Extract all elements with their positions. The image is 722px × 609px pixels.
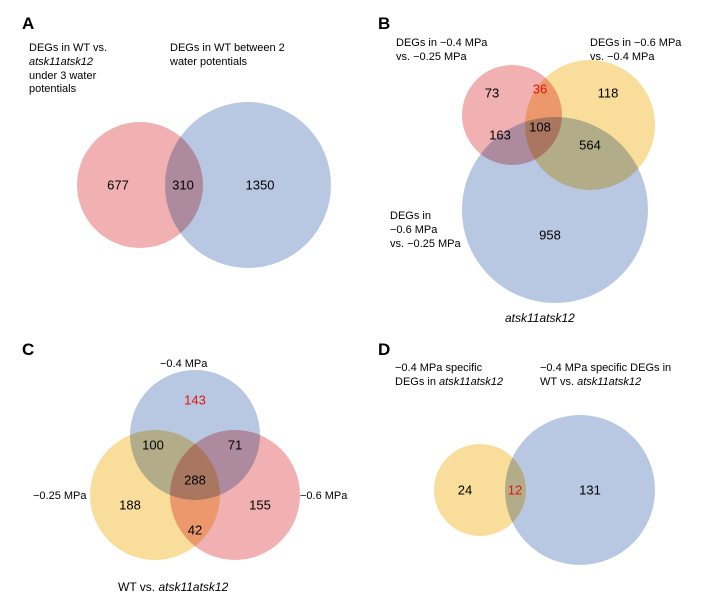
venn-count: 958: [539, 228, 561, 243]
venn-count: 677: [107, 178, 129, 193]
panel-d-venn: 24 12 131: [400, 370, 700, 580]
venn-count-highlight: 36: [533, 82, 547, 97]
panel-d-label: D: [378, 340, 390, 360]
panel-a-label: A: [22, 14, 34, 34]
panel-c-venn: 143 100 71 188 288 155 42: [45, 350, 345, 580]
venn-count: 1350: [246, 178, 275, 193]
panel-b-subcaption: atsk11atsk12: [505, 311, 575, 325]
venn-count: 310: [172, 178, 194, 193]
venn-count: 73: [485, 86, 499, 101]
venn-count: 118: [598, 86, 619, 101]
venn-count: 108: [529, 120, 551, 135]
venn-count: 100: [142, 438, 164, 453]
venn-count-highlight: 12: [508, 483, 522, 498]
panel-a-venn: 677 310 1350: [40, 55, 340, 275]
venn-count-highlight: 143: [184, 393, 206, 408]
panel-c-label: C: [22, 340, 34, 360]
panel-b-venn: 73 36 118 163 108 564 958: [400, 35, 700, 315]
venn-count: 163: [489, 128, 511, 143]
text: DEGs in WT vs.: [29, 42, 107, 54]
venn-count: 71: [228, 438, 242, 453]
venn-count: 288: [184, 473, 206, 488]
text: DEGs in WT between 2: [170, 42, 285, 54]
panel-c-subcaption: WT vs. atsk11atsk12: [118, 580, 228, 594]
venn-count: 24: [458, 483, 472, 498]
venn-count: 42: [188, 523, 202, 538]
venn-count: 155: [249, 498, 271, 513]
panel-b-label: B: [378, 14, 390, 34]
venn-count: 564: [579, 138, 601, 153]
venn-count: 131: [579, 483, 601, 498]
venn-count: 188: [119, 498, 141, 513]
venn-circle-blue: [462, 117, 648, 303]
